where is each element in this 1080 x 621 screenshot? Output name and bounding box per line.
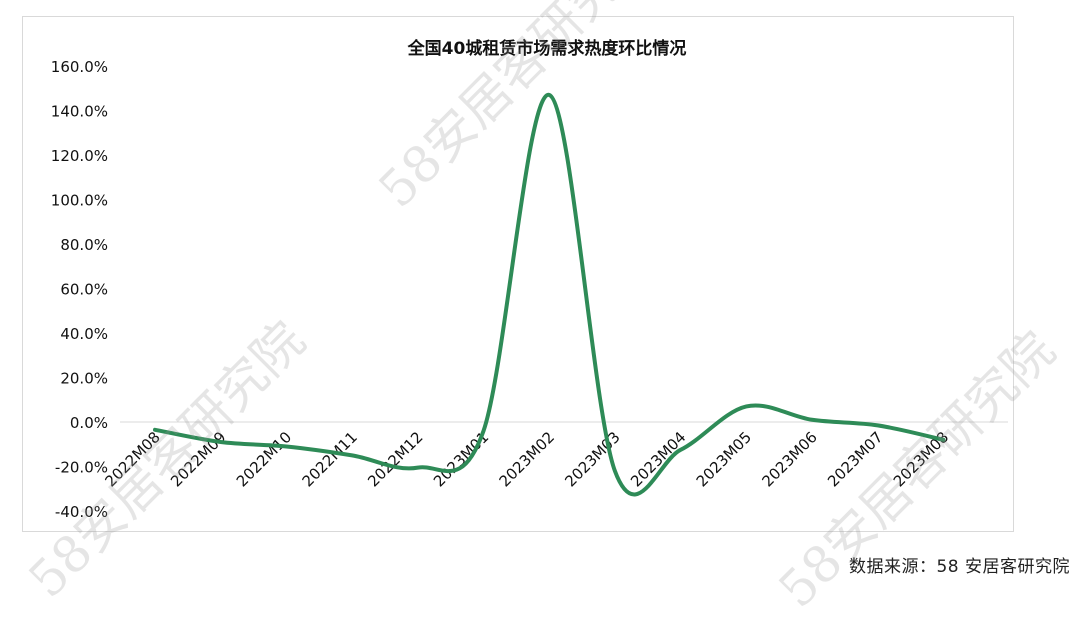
data-point — [153, 428, 157, 432]
data-point — [744, 404, 748, 408]
data-point — [482, 429, 486, 433]
data-point — [810, 418, 814, 422]
data-point — [613, 469, 617, 473]
x-tick-label: 2022M10 — [233, 428, 295, 490]
data-point — [284, 444, 288, 448]
data-point — [416, 466, 420, 470]
x-tick-label: 2022M11 — [299, 428, 361, 490]
data-point — [941, 438, 945, 442]
x-tick-label: 2023M02 — [496, 428, 558, 490]
y-tick-label: -20.0% — [55, 459, 108, 477]
series-line — [153, 92, 946, 497]
y-tick-label: 100.0% — [51, 192, 108, 210]
source-note: 数据来源：58 安居客研究院 — [848, 557, 1070, 577]
x-tick-label: 2023M04 — [627, 428, 689, 490]
y-tick-label: 0.0% — [70, 414, 108, 432]
y-tick-label: 20.0% — [60, 370, 108, 388]
x-tick-label: 2023M07 — [824, 428, 886, 490]
y-tick-label: 160.0% — [51, 58, 108, 76]
y-tick-label: 120.0% — [51, 147, 108, 165]
x-tick-label: 2023M03 — [561, 428, 623, 490]
y-tick-label: 40.0% — [60, 325, 108, 343]
data-point — [547, 93, 551, 97]
data-point — [350, 453, 354, 457]
data-point — [876, 423, 880, 427]
x-tick-label: 2023M06 — [758, 428, 820, 490]
chart-frame — [22, 16, 1014, 532]
chart-title: 全国40城租赁市场需求热度环比情况 — [407, 38, 687, 59]
series-points — [153, 93, 945, 473]
data-point — [219, 440, 223, 444]
line-chart: 全国40城租赁市场需求热度环比情况 -40.0% -20.0% 0.0% 20.0% 4… — [51, 38, 1008, 521]
data-point — [679, 448, 683, 452]
y-tick-label: 140.0% — [51, 103, 108, 121]
x-tick-label: 2022M08 — [101, 428, 163, 490]
x-tick-label: 2023M08 — [890, 428, 952, 490]
y-axis: -40.0% -20.0% 0.0% 20.0% 40.0% 60.0% 80.0% 100.… — [51, 58, 108, 521]
y-tick-label: 60.0% — [60, 281, 108, 299]
y-tick-label: 80.0% — [60, 236, 108, 254]
y-tick-label: -40.0% — [55, 503, 108, 521]
x-axis: 2022M08 2022M09 2022M10 2022M11 2022M12 2023M… — [101, 428, 952, 490]
